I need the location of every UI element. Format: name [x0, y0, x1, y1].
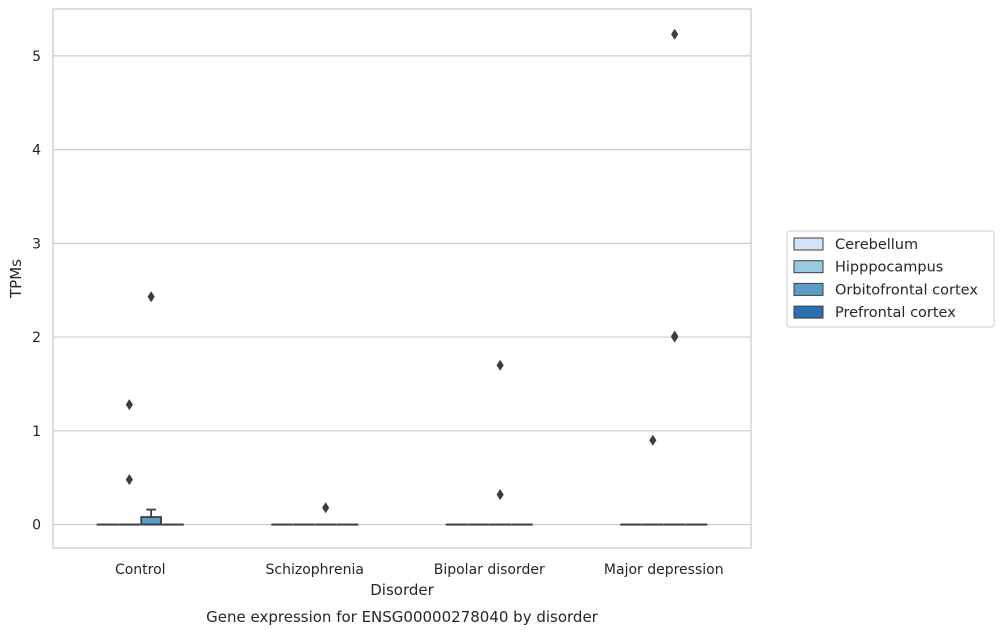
x-tick-label: Major depression [604, 562, 724, 578]
x-tick-label: Control [115, 562, 166, 578]
y-tick-label: 4 [32, 143, 41, 159]
gridlines [53, 55, 751, 526]
legend-swatch [793, 282, 824, 296]
x-tick-label: Bipolar disorder [434, 562, 545, 578]
y-tick-label: 3 [32, 236, 41, 252]
y-tick-label: 5 [32, 49, 41, 65]
outlier-point [671, 330, 679, 342]
legend-frame [786, 230, 995, 328]
chart-caption: Gene expression for ENSG00000278040 by d… [206, 608, 599, 626]
outlier-point [125, 399, 133, 411]
legend-swatch [793, 237, 824, 251]
y-tick-label: 0 [32, 518, 41, 534]
outlier-point [147, 291, 155, 303]
legend-swatch [793, 260, 824, 274]
y-tick-label: 2 [32, 330, 41, 346]
x-tick-labels: Control Schizophrenia Bipolar disorder Majo… [115, 562, 724, 578]
outlier-point [649, 434, 657, 446]
legend-label: Cerebellum [835, 237, 918, 253]
legend-label: Orbitofrontal cortex [835, 282, 978, 298]
box-group [489, 359, 511, 526]
x-axis-title: Disorder [370, 581, 434, 599]
outlier-point [496, 359, 504, 371]
y-tick-labels: 0 1 2 3 4 5 [32, 49, 41, 534]
outlier-point [496, 489, 504, 501]
legend-label: Hipppocampus [835, 260, 943, 276]
box-group [663, 28, 686, 526]
y-tick-label: 1 [32, 424, 41, 440]
boxes [96, 28, 708, 526]
legend-label: Prefrontal cortex [835, 305, 956, 321]
box [140, 516, 162, 526]
plot-frame [52, 8, 752, 549]
outlier-point [125, 474, 133, 486]
box-group [642, 434, 664, 526]
outlier-point [322, 502, 330, 514]
y-axis-title: TPMs [7, 259, 25, 299]
box-group [314, 502, 337, 526]
box-group [118, 399, 141, 526]
x-tick-label: Schizophrenia [266, 562, 364, 578]
legend: Cerebellum Hipppocampus Orbitofrontal cort… [786, 230, 995, 328]
box-group [140, 291, 162, 526]
outlier-point [671, 28, 679, 40]
legend-swatch [793, 305, 824, 319]
